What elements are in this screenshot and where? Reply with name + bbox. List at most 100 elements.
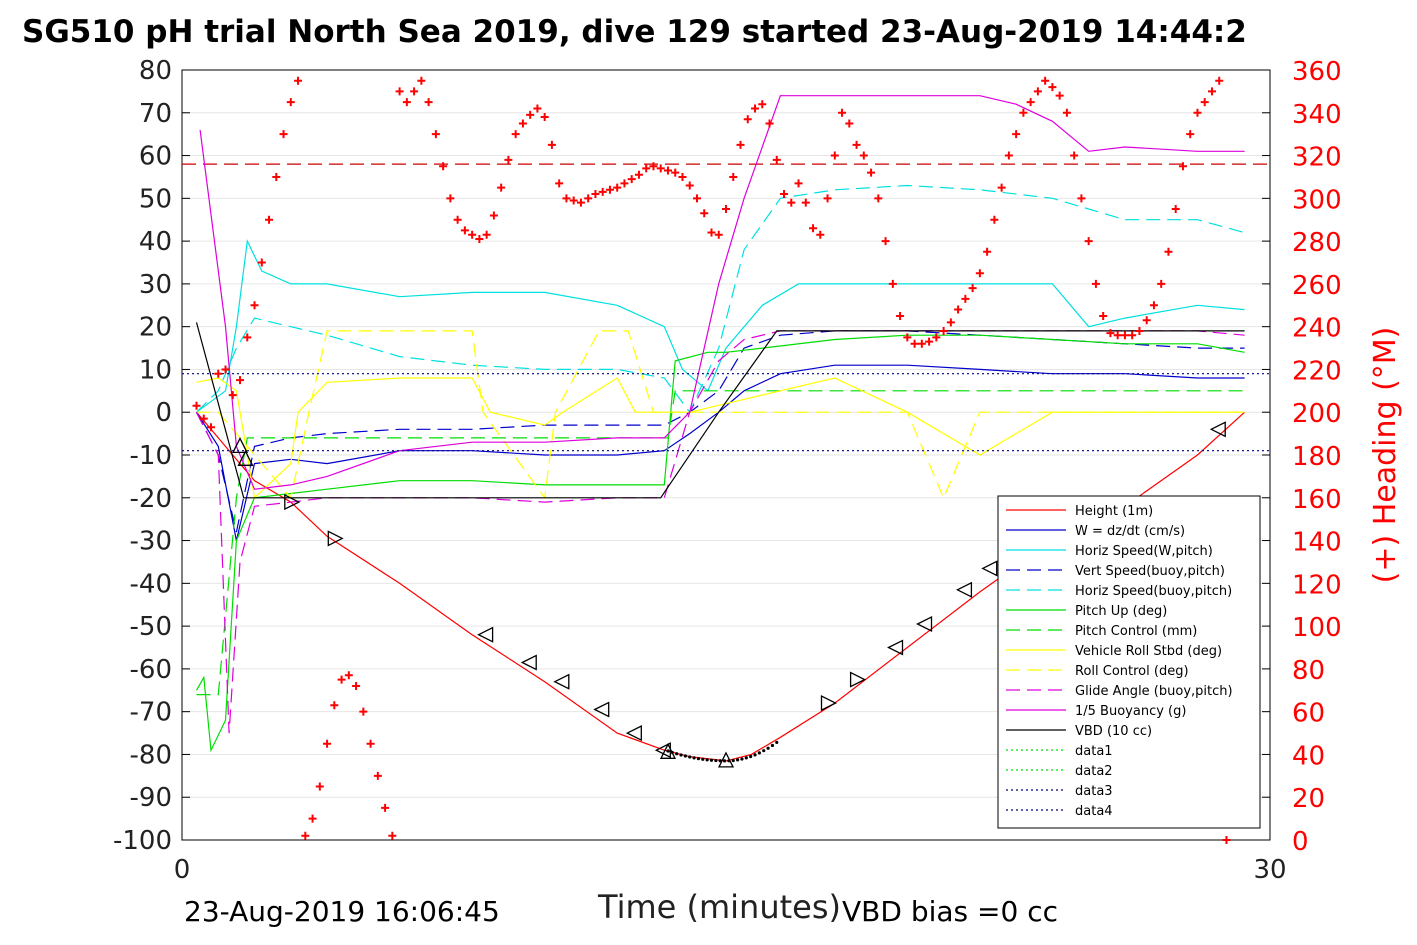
legend-entry: Roll Control (deg) (1075, 664, 1189, 679)
heading-point (1128, 331, 1137, 340)
footer-vbd-bias: VBD bias =0 cc (842, 895, 1058, 928)
heading-point (221, 365, 230, 374)
y-tick-label: 60 (139, 142, 172, 172)
heading-point (751, 104, 760, 113)
heading-point (243, 333, 252, 342)
footer-timestamp: 23-Aug-2019 16:06:45 (184, 895, 500, 928)
apogee-dot (757, 751, 761, 755)
heading-point (867, 168, 876, 177)
apogee-dot (675, 752, 679, 756)
heading-point (1041, 76, 1050, 85)
heading-point (1062, 108, 1071, 117)
legend-entry: Height (1m) (1075, 504, 1153, 519)
heading-point (439, 162, 448, 171)
heading-point (395, 87, 404, 96)
heading-markers (193, 77, 1231, 844)
heading-point (279, 130, 288, 139)
series-line-pitch-control-mm- (196, 390, 1245, 696)
y2-tick-label: 140 (1292, 528, 1342, 558)
triangle-marker (284, 494, 301, 511)
x-axis-label: Time (minutes) (598, 888, 841, 926)
triangle-marker (1209, 421, 1226, 438)
heading-point (707, 228, 716, 237)
heading-point (809, 224, 818, 233)
heading-point (330, 701, 339, 710)
heading-point (925, 337, 934, 346)
heading-point (446, 194, 455, 203)
heading-point (547, 140, 556, 149)
heading-point (1048, 83, 1057, 92)
heading-point (649, 162, 658, 171)
heading-point (722, 205, 730, 214)
y2-tick-label: 120 (1292, 570, 1342, 600)
apogee-dot (670, 750, 674, 755)
y2-tick-label: 360 (1292, 57, 1342, 87)
legend-entry: data2 (1075, 764, 1113, 779)
heading-point (272, 172, 281, 181)
y-tick-label: -100 (113, 826, 172, 856)
heading-point (700, 209, 709, 218)
heading-point (663, 166, 672, 175)
heading-point (772, 155, 781, 164)
y2-tick-label: 200 (1292, 399, 1342, 429)
heading-point (852, 140, 861, 149)
y-tick-label: 80 (139, 56, 172, 86)
triangle-marker (520, 654, 537, 671)
heading-point (511, 130, 520, 139)
x-tick-label: 30 (1253, 855, 1286, 885)
heading-point (714, 230, 723, 239)
legend-entry: data4 (1075, 804, 1113, 819)
y-tick-label: -80 (130, 740, 172, 770)
y2-tick-label: 260 (1292, 271, 1342, 301)
legend-entry: data3 (1075, 784, 1113, 799)
heading-point (975, 269, 984, 278)
heading-point (1113, 331, 1122, 340)
y-tick-label: -70 (130, 698, 172, 728)
heading-point (388, 831, 397, 840)
y-tick-label: -10 (130, 441, 172, 471)
heading-point (417, 76, 426, 85)
right-axis-ticks: 3603403203002802602402202001801601401201… (1262, 57, 1342, 857)
triangle-marker (820, 695, 837, 712)
triangle-marker (593, 701, 610, 718)
y2-tick-label: 20 (1292, 784, 1325, 814)
heading-point (540, 113, 549, 122)
heading-point (1193, 108, 1202, 117)
legend-entry: Pitch Up (deg) (1075, 604, 1167, 619)
heading-point (1178, 162, 1187, 171)
apogee-dot (753, 753, 757, 757)
series-line-w-dz-dt-cm-s- (195, 364, 1245, 541)
y2-tick-label: 60 (1292, 699, 1325, 729)
apogee-dot (762, 749, 766, 753)
heading-point (816, 230, 825, 239)
y-tick-label: 70 (139, 99, 172, 129)
heading-point (286, 98, 295, 107)
heading-point (410, 87, 419, 96)
heading-point (656, 164, 665, 173)
apogee-dot (749, 754, 753, 759)
apogee-dot (696, 757, 701, 761)
legend-entry: Horiz Speed(W,pitch) (1075, 544, 1213, 559)
heading-point (1215, 76, 1224, 85)
series-line-vehicle-roll-stbd-deg- (196, 377, 1245, 500)
heading-point (787, 198, 796, 207)
heading-point (214, 369, 223, 378)
heading-point (315, 782, 324, 791)
heading-point (939, 326, 948, 335)
triangle-marker (327, 530, 344, 547)
heading-point (482, 230, 491, 239)
heading-point (627, 175, 636, 184)
heading-point (359, 707, 368, 716)
heading-point (830, 151, 839, 160)
apogee-dot (679, 753, 683, 757)
y-tick-label: -90 (130, 783, 172, 813)
heading-point (468, 230, 477, 239)
heading-point (1171, 205, 1180, 214)
heading-point (758, 100, 767, 109)
apogee-dot (705, 758, 709, 762)
heading-point (381, 803, 390, 812)
heading-point (765, 119, 774, 128)
apogee-dot (714, 758, 718, 763)
heading-point (199, 414, 208, 423)
